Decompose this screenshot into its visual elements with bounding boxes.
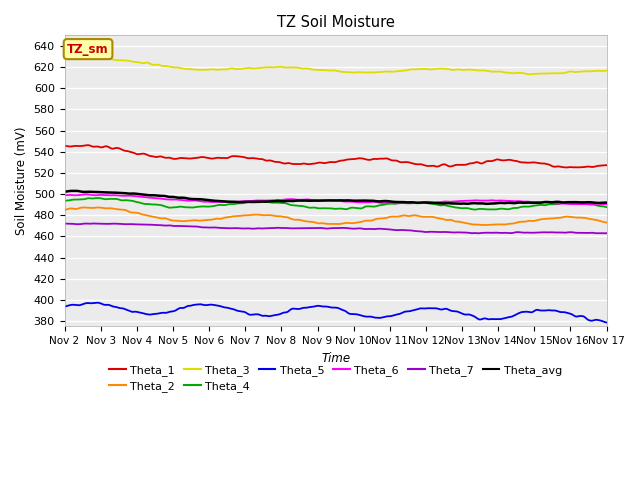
Theta_6 — [319, 197, 327, 203]
Line: Theta_2: Theta_2 — [65, 207, 607, 225]
Text: TZ_sm: TZ_sm — [67, 43, 109, 56]
Theta_avg — [483, 201, 491, 207]
Theta_2 — [507, 221, 515, 227]
Theta_2 — [319, 220, 327, 226]
Theta_7 — [355, 226, 363, 231]
Theta_2 — [385, 215, 392, 220]
Theta_7 — [506, 230, 514, 236]
Theta_1 — [319, 160, 327, 166]
Theta_7 — [61, 221, 68, 227]
Theta_5 — [61, 304, 68, 310]
Theta_6 — [603, 201, 611, 207]
Theta_7 — [603, 230, 611, 236]
Title: TZ Soil Moisture: TZ Soil Moisture — [276, 15, 394, 30]
Theta_1 — [592, 164, 600, 169]
X-axis label: Time: Time — [321, 352, 350, 365]
Theta_3 — [323, 67, 330, 73]
Theta_2 — [592, 217, 600, 223]
Theta_2 — [603, 220, 611, 226]
Line: Theta_5: Theta_5 — [65, 303, 607, 323]
Theta_6 — [591, 201, 598, 207]
Theta_avg — [385, 198, 392, 204]
Theta_4 — [323, 205, 330, 211]
Theta_5 — [93, 300, 101, 306]
Theta_4 — [603, 204, 611, 210]
Theta_3 — [355, 69, 363, 75]
Theta_2 — [61, 207, 68, 213]
Theta_1 — [385, 156, 392, 162]
Theta_7 — [323, 226, 330, 231]
Theta_6 — [385, 200, 392, 205]
Y-axis label: Soil Moisture (mV): Soil Moisture (mV) — [15, 127, 28, 235]
Theta_5 — [603, 320, 611, 325]
Theta_4 — [355, 205, 363, 211]
Theta_6 — [600, 202, 607, 207]
Theta_2 — [355, 219, 363, 225]
Theta_6 — [61, 192, 68, 198]
Theta_3 — [525, 72, 533, 77]
Theta_4 — [319, 205, 327, 211]
Theta_2 — [79, 204, 87, 210]
Theta_2 — [481, 222, 489, 228]
Theta_1 — [563, 165, 570, 170]
Theta_1 — [323, 160, 330, 166]
Theta_4 — [94, 195, 102, 201]
Theta_3 — [61, 56, 68, 61]
Theta_5 — [319, 304, 327, 310]
Theta_5 — [385, 313, 392, 319]
Theta_5 — [506, 314, 514, 320]
Theta_7 — [319, 225, 327, 231]
Theta_avg — [507, 200, 515, 206]
Theta_avg — [592, 200, 600, 205]
Theta_7 — [598, 230, 606, 236]
Theta_7 — [90, 221, 98, 227]
Theta_7 — [591, 230, 598, 236]
Theta_2 — [323, 221, 330, 227]
Theta_avg — [603, 200, 611, 205]
Line: Theta_1: Theta_1 — [65, 145, 607, 168]
Theta_avg — [61, 189, 68, 194]
Theta_3 — [319, 67, 327, 73]
Theta_4 — [592, 202, 600, 208]
Theta_5 — [323, 304, 330, 310]
Theta_7 — [385, 227, 392, 232]
Theta_6 — [355, 199, 363, 205]
Line: Theta_7: Theta_7 — [65, 224, 607, 233]
Theta_1 — [355, 156, 363, 161]
Theta_3 — [74, 55, 81, 61]
Theta_5 — [355, 312, 363, 318]
Theta_5 — [591, 317, 598, 323]
Theta_avg — [319, 198, 327, 204]
Line: Theta_3: Theta_3 — [65, 58, 607, 74]
Theta_1 — [83, 142, 91, 148]
Theta_6 — [81, 192, 89, 197]
Theta_4 — [385, 201, 392, 207]
Theta_1 — [506, 157, 514, 163]
Line: Theta_avg: Theta_avg — [65, 191, 607, 204]
Legend: Theta_1, Theta_2, Theta_3, Theta_4, Theta_5, Theta_6, Theta_7, Theta_avg: Theta_1, Theta_2, Theta_3, Theta_4, Thet… — [105, 360, 566, 396]
Theta_avg — [355, 198, 363, 204]
Theta_3 — [603, 68, 611, 73]
Theta_3 — [592, 68, 600, 74]
Theta_1 — [61, 143, 68, 148]
Theta_1 — [603, 162, 611, 168]
Theta_4 — [471, 207, 479, 213]
Theta_6 — [506, 198, 514, 204]
Line: Theta_4: Theta_4 — [65, 198, 607, 210]
Theta_avg — [323, 198, 330, 204]
Theta_avg — [72, 188, 79, 194]
Theta_4 — [61, 198, 68, 204]
Theta_6 — [323, 197, 330, 203]
Theta_3 — [506, 70, 514, 76]
Theta_4 — [507, 206, 515, 212]
Line: Theta_6: Theta_6 — [65, 194, 607, 204]
Theta_3 — [385, 69, 392, 74]
